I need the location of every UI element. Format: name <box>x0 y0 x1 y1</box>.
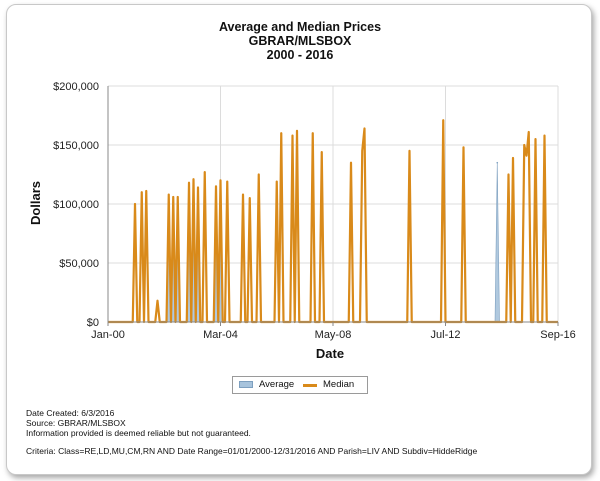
average-point <box>496 161 499 164</box>
footer-disclaimer: Information provided is deemed reliable … <box>26 428 251 438</box>
x-tick-label: Mar-04 <box>203 329 238 341</box>
y-tick-label: $0 <box>87 317 99 329</box>
median-point <box>145 190 148 192</box>
median-point <box>134 203 136 205</box>
median-point <box>408 150 411 152</box>
median-point <box>291 134 294 137</box>
median-point <box>363 127 366 130</box>
median-point <box>311 132 314 134</box>
median-point <box>512 157 514 159</box>
median-point <box>296 130 298 132</box>
legend-label-average: Average <box>259 379 295 390</box>
median-point <box>462 146 465 149</box>
chart-subtitle: GBRAR/MLSBOX <box>248 34 352 48</box>
median-point <box>156 299 159 302</box>
median-point <box>442 119 445 122</box>
median-point <box>172 196 175 198</box>
x-tick-labels: Jan-00 Mar-04 May-08 Jul-12 Sep-16 <box>91 329 576 341</box>
median-point <box>140 191 143 193</box>
x-tick-label: May-08 <box>315 329 352 341</box>
median-point <box>350 161 352 164</box>
median-point <box>534 138 537 140</box>
median-point <box>257 173 260 176</box>
median-point <box>215 185 217 188</box>
y-tick-label: $100,000 <box>53 199 99 211</box>
y-tick-label: $200,000 <box>53 81 99 93</box>
median-point <box>507 173 510 176</box>
median-point <box>242 193 244 196</box>
x-tick-label: Sep-16 <box>540 329 575 341</box>
median-point <box>226 180 229 183</box>
median-point <box>320 151 323 153</box>
y-tick-label: $150,000 <box>53 140 99 152</box>
median-point <box>523 144 526 146</box>
x-tick-label: Jan-00 <box>91 329 125 341</box>
median-point <box>167 193 170 196</box>
y-tick-label: $50,000 <box>59 258 99 270</box>
footer-source: Source: GBRAR/MLSBOX <box>26 418 126 428</box>
chart-legend: Average Median <box>232 376 368 394</box>
footer-date-created: Date Created: 6/3/2016 <box>26 408 115 418</box>
chart-period: 2000 - 2016 <box>266 48 334 62</box>
x-tick-label: Jul-12 <box>431 329 461 341</box>
legend-label-median: Median <box>323 379 355 390</box>
legend-swatch-average <box>239 381 253 388</box>
median-point <box>197 186 199 189</box>
footer-criteria: Criteria: Class=RE,LD,MU,CM,RN AND Date … <box>26 446 478 456</box>
median-point <box>188 181 190 184</box>
median-point <box>543 134 546 137</box>
median-point <box>361 150 364 152</box>
legend-swatch-median <box>303 384 317 387</box>
median-point <box>280 132 283 134</box>
chart-title: Average and Median Prices <box>218 20 382 34</box>
median-point <box>219 179 222 182</box>
median-point <box>203 171 206 173</box>
median-point <box>176 196 179 198</box>
axes <box>107 86 559 326</box>
median-point <box>275 180 278 183</box>
x-axis-title: Date <box>316 346 344 361</box>
y-axis-title: Dollars <box>28 181 43 225</box>
median-point <box>248 197 251 199</box>
y-tick-labels: $0 $50,000 $100,000 $150,000 $200,000 <box>53 81 99 329</box>
median-point <box>525 154 528 157</box>
median-point <box>192 178 195 181</box>
median-point <box>527 131 530 133</box>
